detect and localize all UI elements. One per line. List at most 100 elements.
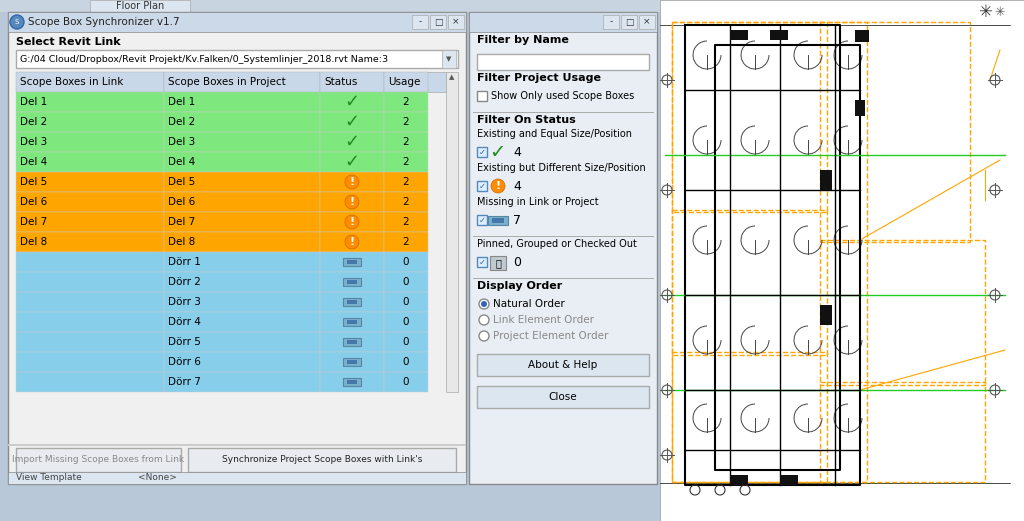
Bar <box>319 252 384 272</box>
Bar <box>164 72 319 92</box>
Bar <box>347 260 357 264</box>
Text: -: - <box>609 18 612 27</box>
Text: ×: × <box>643 18 650 27</box>
Bar <box>16 292 164 312</box>
Bar <box>16 352 164 372</box>
Bar <box>16 212 164 232</box>
Bar <box>477 54 649 70</box>
Bar <box>319 132 384 152</box>
Text: Dörr 6: Dörr 6 <box>168 357 201 367</box>
Text: 🔒: 🔒 <box>495 258 501 268</box>
Bar <box>164 292 319 312</box>
Text: 2: 2 <box>402 177 410 187</box>
Bar <box>319 112 384 132</box>
Text: Link Element Order: Link Element Order <box>493 315 594 325</box>
Text: 2: 2 <box>402 217 410 227</box>
Text: ✓: ✓ <box>488 143 505 163</box>
Text: Del 7: Del 7 <box>20 217 47 227</box>
Bar <box>384 112 428 132</box>
Bar <box>16 192 164 212</box>
Bar <box>16 50 458 68</box>
Text: <None>: <None> <box>138 474 177 482</box>
Bar <box>16 132 164 152</box>
Text: Del 1: Del 1 <box>20 97 47 107</box>
Bar <box>384 192 428 212</box>
Bar <box>319 92 384 112</box>
Text: ✓: ✓ <box>344 113 359 131</box>
Bar <box>477 147 487 157</box>
Bar <box>343 378 361 386</box>
Circle shape <box>479 315 489 325</box>
Bar <box>820 22 970 242</box>
Bar <box>384 332 428 352</box>
Bar <box>319 172 384 192</box>
Bar <box>347 360 357 364</box>
Text: 2: 2 <box>402 97 410 107</box>
Text: Scope Box Synchronizer v1.7: Scope Box Synchronizer v1.7 <box>28 17 179 27</box>
Bar <box>780 475 798 485</box>
Text: Display Order: Display Order <box>477 281 562 291</box>
Bar <box>855 30 869 42</box>
Text: Usage: Usage <box>388 77 421 87</box>
Bar <box>639 15 655 29</box>
Text: □: □ <box>434 18 442 27</box>
Bar <box>490 256 506 270</box>
Bar <box>442 50 456 68</box>
Bar <box>384 312 428 332</box>
Bar <box>384 352 428 372</box>
Text: 0: 0 <box>402 337 410 347</box>
Text: 4: 4 <box>513 180 521 192</box>
Circle shape <box>345 175 359 189</box>
Bar <box>488 216 508 225</box>
Bar <box>319 292 384 312</box>
Circle shape <box>481 301 487 307</box>
Bar <box>16 312 164 332</box>
Text: Synchronize Project Scope Boxes with Link's: Synchronize Project Scope Boxes with Lin… <box>222 455 422 465</box>
Text: ×: × <box>453 18 460 27</box>
Bar <box>16 112 164 132</box>
Bar <box>343 298 361 306</box>
Bar <box>412 15 428 29</box>
Bar <box>319 212 384 232</box>
Bar <box>347 280 357 284</box>
Text: Del 3: Del 3 <box>168 137 196 147</box>
Text: Filter by Name: Filter by Name <box>477 35 569 45</box>
Bar <box>347 300 357 304</box>
Bar <box>469 12 657 32</box>
Bar <box>319 272 384 292</box>
Bar <box>477 181 487 191</box>
Text: ✓: ✓ <box>478 257 485 267</box>
Text: ▼: ▼ <box>446 56 452 62</box>
Bar <box>603 15 618 29</box>
Bar <box>660 0 1024 521</box>
Bar <box>164 152 319 172</box>
Bar <box>319 332 384 352</box>
Text: ✓: ✓ <box>344 133 359 151</box>
Text: ✓: ✓ <box>478 216 485 225</box>
Text: Show Only used Scope Boxes: Show Only used Scope Boxes <box>490 91 634 101</box>
Text: Close: Close <box>549 392 578 402</box>
Bar <box>469 12 657 484</box>
Bar <box>384 232 428 252</box>
Bar <box>188 448 456 472</box>
Bar <box>319 372 384 392</box>
Text: ✳: ✳ <box>994 6 1006 19</box>
Circle shape <box>479 331 489 341</box>
Text: View Template: View Template <box>16 474 82 482</box>
Bar <box>16 272 164 292</box>
Bar <box>820 240 985 385</box>
Circle shape <box>490 179 505 193</box>
Text: Existing and Equal Size/Position: Existing and Equal Size/Position <box>477 129 632 139</box>
Bar <box>672 352 827 482</box>
Text: Project Element Order: Project Element Order <box>493 331 608 341</box>
Text: !: ! <box>349 177 354 187</box>
Text: 0: 0 <box>402 277 410 287</box>
Bar <box>770 30 788 40</box>
Text: Dörr 4: Dörr 4 <box>168 317 201 327</box>
Bar <box>8 12 466 484</box>
Bar <box>384 92 428 112</box>
Text: ✓: ✓ <box>478 181 485 191</box>
Text: About & Help: About & Help <box>528 360 598 370</box>
Bar <box>343 338 361 346</box>
Bar <box>16 92 164 112</box>
